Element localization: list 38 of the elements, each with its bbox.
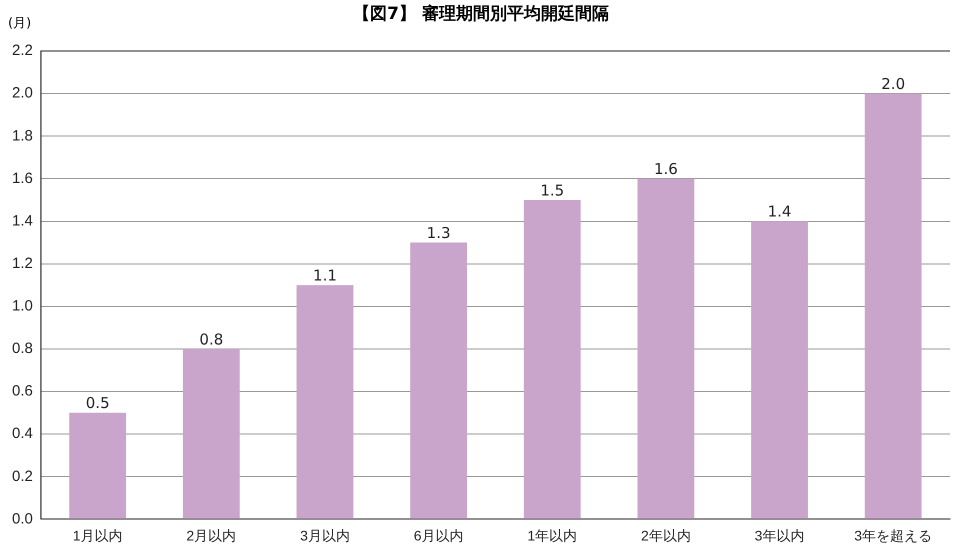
- x-tick-label: 6月以内: [414, 527, 464, 544]
- bar: [69, 412, 126, 519]
- y-axis-title: (月): [8, 15, 32, 32]
- x-tick-label: 2年以内: [640, 527, 691, 544]
- data-label: 1.6: [654, 160, 678, 178]
- bar: [524, 200, 581, 519]
- y-tick-label: 0.0: [12, 510, 33, 528]
- x-tick-label: 2月以内: [186, 527, 236, 544]
- y-tick-label: 0.8: [12, 340, 33, 358]
- y-tick-label: 1.8: [12, 127, 33, 144]
- data-label: 2.0: [881, 74, 906, 93]
- bar: [637, 178, 694, 519]
- bar: [296, 285, 354, 519]
- data-label: 1.4: [768, 202, 792, 221]
- y-tick-label: 1.0: [12, 298, 33, 315]
- y-tick-label: 1.4: [12, 212, 33, 230]
- bar: [864, 94, 922, 519]
- data-label: 0.5: [86, 394, 110, 412]
- data-label: 1.1: [313, 266, 337, 284]
- bar: [410, 242, 468, 519]
- chart-title: 【図7】 審理期間別平均開廷間隔: [353, 4, 609, 24]
- data-label: 1.3: [426, 224, 451, 242]
- data-label: 1.5: [540, 181, 564, 200]
- x-tick-label: 3年を超える: [854, 527, 932, 544]
- y-tick-label: 1.2: [12, 254, 33, 272]
- x-tick-label: 3月以内: [300, 527, 350, 544]
- bar: [182, 348, 240, 519]
- data-label: 0.8: [199, 330, 224, 348]
- y-tick-label: 0.4: [12, 425, 33, 442]
- y-tick-label: 2.2: [12, 42, 33, 60]
- bar: [751, 221, 808, 519]
- y-tick-label: 0.6: [12, 382, 33, 400]
- x-tick-label: 3年以内: [754, 527, 804, 544]
- y-tick-label: 1.6: [12, 170, 33, 187]
- y-tick-label: 0.2: [12, 468, 33, 485]
- x-tick-label: 1年以内: [527, 527, 578, 544]
- x-tick-label: 1月以内: [72, 527, 123, 544]
- y-tick-label: 2.0: [12, 84, 33, 102]
